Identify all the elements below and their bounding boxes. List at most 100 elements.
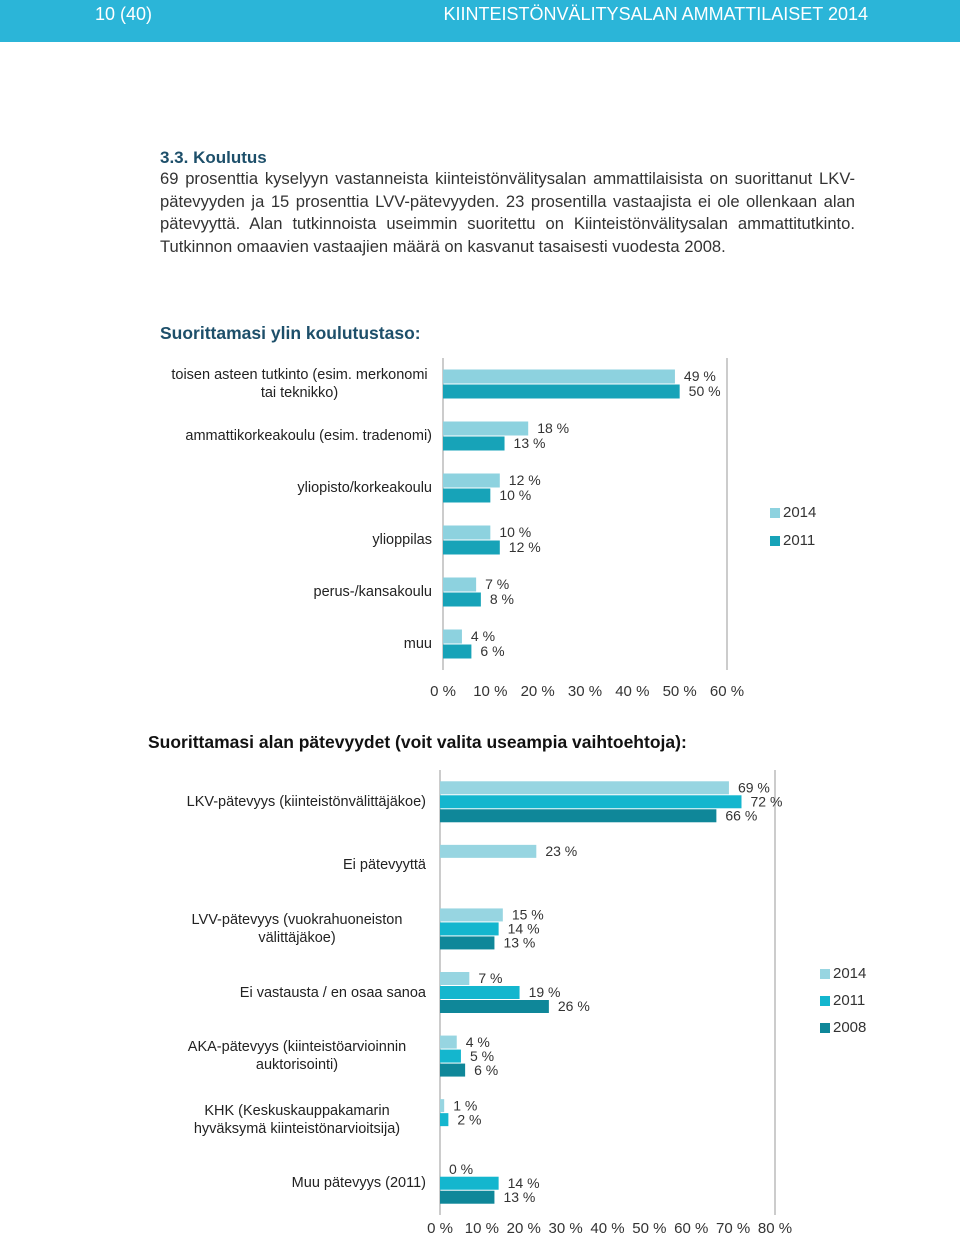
- value-label: 0 %: [449, 1161, 473, 1177]
- value-label: 10 %: [499, 487, 531, 503]
- category-label: LVV-pätevyys (vuokrahuoneiston välittäjä…: [191, 911, 403, 946]
- x-tick-label: 30 %: [568, 683, 602, 700]
- bar: [440, 1113, 449, 1127]
- section-heading: 3.3. Koulutus: [160, 148, 267, 167]
- value-label: 18 %: [537, 420, 569, 436]
- bar: [443, 369, 675, 384]
- x-tick-label: 30 %: [549, 1220, 583, 1236]
- category-label: Ei vastausta / en osaa sanoa: [239, 984, 426, 1001]
- bar: [443, 540, 500, 555]
- chart-title: Suorittamasi alan pätevyydet (voit valit…: [148, 732, 687, 752]
- x-tick-label: 10 %: [465, 1220, 499, 1236]
- value-label: 7 %: [485, 576, 509, 592]
- legend-swatch: [820, 969, 830, 979]
- bar: [443, 488, 491, 503]
- value-label: 66 %: [725, 807, 757, 823]
- x-tick-label: 50 %: [663, 683, 697, 700]
- category-label: Ei pätevyyttä: [342, 857, 426, 874]
- bar: [440, 844, 537, 858]
- value-label: 4 %: [466, 1034, 490, 1050]
- bar: [443, 592, 481, 607]
- value-label: 7 %: [478, 970, 502, 986]
- bar: [443, 384, 680, 399]
- value-label: 72 %: [751, 793, 783, 809]
- bar: [440, 936, 495, 950]
- legend-swatch: [770, 508, 780, 518]
- bar: [440, 1063, 466, 1077]
- bar: [440, 795, 742, 809]
- bar: [440, 986, 520, 999]
- bar: [440, 922, 499, 936]
- legend-label: 2014: [833, 965, 866, 982]
- bar: [443, 473, 500, 488]
- x-tick-label: 20 %: [521, 683, 555, 700]
- value-label: 12 %: [509, 539, 541, 555]
- legend-label: 2014: [783, 504, 816, 521]
- bar: [443, 629, 462, 644]
- value-label: 13 %: [514, 435, 546, 451]
- x-tick-label: 40 %: [615, 683, 649, 700]
- value-label: 5 %: [470, 1048, 494, 1064]
- bar: [440, 781, 729, 795]
- value-label: 1 %: [453, 1097, 477, 1113]
- page-number: 10 (40): [95, 4, 153, 24]
- category-label: KHK (Keskuskauppakamarin hyväksymä kiint…: [193, 1102, 401, 1137]
- bar: [440, 1000, 549, 1013]
- bar: [440, 1049, 461, 1063]
- bar: [443, 421, 529, 436]
- value-label: 6 %: [474, 1062, 498, 1078]
- value-label: 2 %: [457, 1111, 481, 1127]
- chart-title: Suorittamasi ylin koulutustaso:: [160, 323, 421, 343]
- value-label: 13 %: [503, 935, 535, 951]
- value-label: 50 %: [689, 383, 721, 399]
- x-tick-label: 60 %: [674, 1220, 708, 1236]
- bar: [443, 577, 477, 592]
- value-label: 13 %: [503, 1189, 535, 1205]
- value-label: 26 %: [558, 998, 590, 1014]
- value-label: 14 %: [508, 921, 540, 937]
- bar: [443, 644, 472, 659]
- category-label: toisen asteen tutkinto (esim. merkonomi …: [171, 367, 428, 401]
- x-tick-label: 60 %: [710, 683, 744, 700]
- bar: [440, 1099, 445, 1113]
- header-bar: 10 (40) KIINTEISTÖNVÄLITYSALAN AMMATTILA…: [0, 0, 960, 42]
- category-label: Muu pätevyys (2011): [291, 1175, 426, 1192]
- value-label: 6 %: [480, 643, 504, 659]
- value-label: 8 %: [490, 591, 514, 607]
- x-tick-label: 40 %: [590, 1220, 624, 1236]
- bar: [443, 436, 505, 451]
- header-title: KIINTEISTÖNVÄLITYSALAN AMMATTILAISET 201…: [443, 4, 868, 24]
- x-tick-label: 80 %: [758, 1220, 792, 1236]
- value-label: 23 %: [545, 843, 577, 859]
- legend-label: 2008: [833, 1019, 866, 1036]
- legend-label: 2011: [833, 992, 865, 1009]
- bar: [440, 972, 470, 985]
- legend-label: 2011: [783, 532, 815, 549]
- bar: [440, 908, 503, 922]
- category-label: yliopisto/korkeakoulu: [297, 480, 432, 496]
- x-tick-label: 10 %: [473, 683, 507, 700]
- category-label: ylioppilas: [372, 532, 432, 548]
- paragraph: 69 prosenttia kyselyyn vastanneista kiin…: [160, 169, 855, 256]
- x-tick-label: 0 %: [427, 1220, 453, 1236]
- legend-swatch: [820, 996, 830, 1006]
- category-label: ammattikorkeakoulu (esim. tradenomi): [185, 428, 432, 444]
- category-label: LKV-pätevyys (kiinteistönvälittäjäkoe): [186, 793, 426, 810]
- bar: [440, 1190, 495, 1204]
- category-label: perus-/kansakoulu: [313, 584, 433, 600]
- value-label: 49 %: [684, 368, 716, 384]
- value-label: 10 %: [499, 524, 531, 540]
- value-label: 15 %: [512, 907, 544, 923]
- x-tick-label: 70 %: [716, 1220, 750, 1236]
- bar: [440, 1176, 499, 1190]
- legend-swatch: [820, 1023, 830, 1033]
- bar: [440, 809, 717, 823]
- x-tick-label: 0 %: [430, 683, 456, 700]
- category-label: muu: [403, 636, 432, 652]
- value-label: 4 %: [471, 628, 495, 644]
- value-label: 14 %: [508, 1175, 540, 1191]
- x-tick-label: 50 %: [632, 1220, 666, 1236]
- bar: [440, 1035, 457, 1049]
